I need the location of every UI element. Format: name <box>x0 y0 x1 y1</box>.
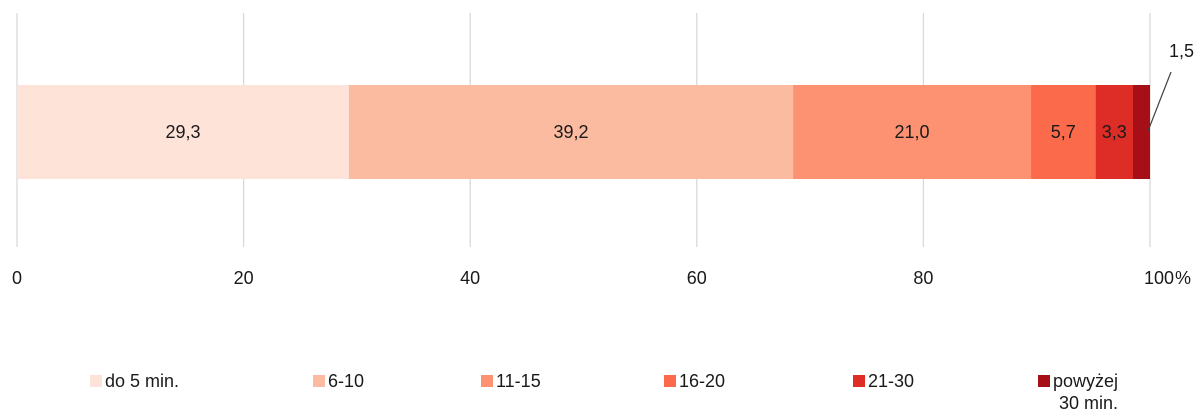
x-axis-unit-label: % <box>1175 268 1191 288</box>
data-labels: 29,3 39,2 21,0 5,7 3,3 1,5 <box>165 41 1194 142</box>
x-tick-label: 60 <box>687 268 707 288</box>
legend-swatch <box>664 375 676 387</box>
bar-segment <box>17 85 349 179</box>
legend-swatch <box>481 375 493 387</box>
bar-segment <box>348 85 794 179</box>
legend-label: powyżej 30 min. <box>1053 371 1119 413</box>
x-tick-label: 0 <box>12 268 22 288</box>
data-label: 29,3 <box>165 122 200 142</box>
bar-segment <box>793 85 1032 179</box>
bar-segment <box>1095 85 1134 179</box>
data-label: 3,3 <box>1102 122 1127 142</box>
x-axis-ticks: 0 20 40 60 80 100 <box>12 268 1174 288</box>
bar-segment <box>1133 85 1150 179</box>
legend-label: 6-10 <box>328 371 365 391</box>
legend-label: 16-20 <box>679 371 726 391</box>
x-tick-label: 100 <box>1144 268 1174 288</box>
legend-swatch <box>1038 375 1050 387</box>
legend-swatch <box>313 375 325 387</box>
data-label: 39,2 <box>554 122 589 142</box>
legend-label: 21-30 <box>868 371 915 391</box>
legend-swatch <box>853 375 865 387</box>
legend-label: do 5 min. <box>105 371 180 391</box>
data-label: 5,7 <box>1051 122 1076 142</box>
legend: do 5 min. 6-10 11-15 16-20 21-30 powyżej 30 m… <box>0 370 1200 419</box>
legend-label: 11-15 <box>496 371 541 391</box>
x-tick-label: 40 <box>460 268 480 288</box>
legend-item: 6-10 <box>313 370 364 392</box>
x-tick-label: 80 <box>913 268 933 288</box>
leader-line <box>1147 71 1172 132</box>
bar-segment <box>1031 85 1096 179</box>
x-tick-label: 20 <box>234 268 254 288</box>
legend-item: do 5 min. <box>90 370 179 392</box>
legend-swatch <box>90 375 102 387</box>
legend-item: powyżej 30 min. <box>1038 370 1118 414</box>
data-label: 1,5 <box>1169 41 1194 61</box>
data-label: 21,0 <box>895 122 930 142</box>
legend-item: 11-15 <box>481 370 541 392</box>
legend-item: 21-30 <box>853 370 914 392</box>
bar-segments <box>17 85 1150 179</box>
legend-item: 16-20 <box>664 370 725 392</box>
